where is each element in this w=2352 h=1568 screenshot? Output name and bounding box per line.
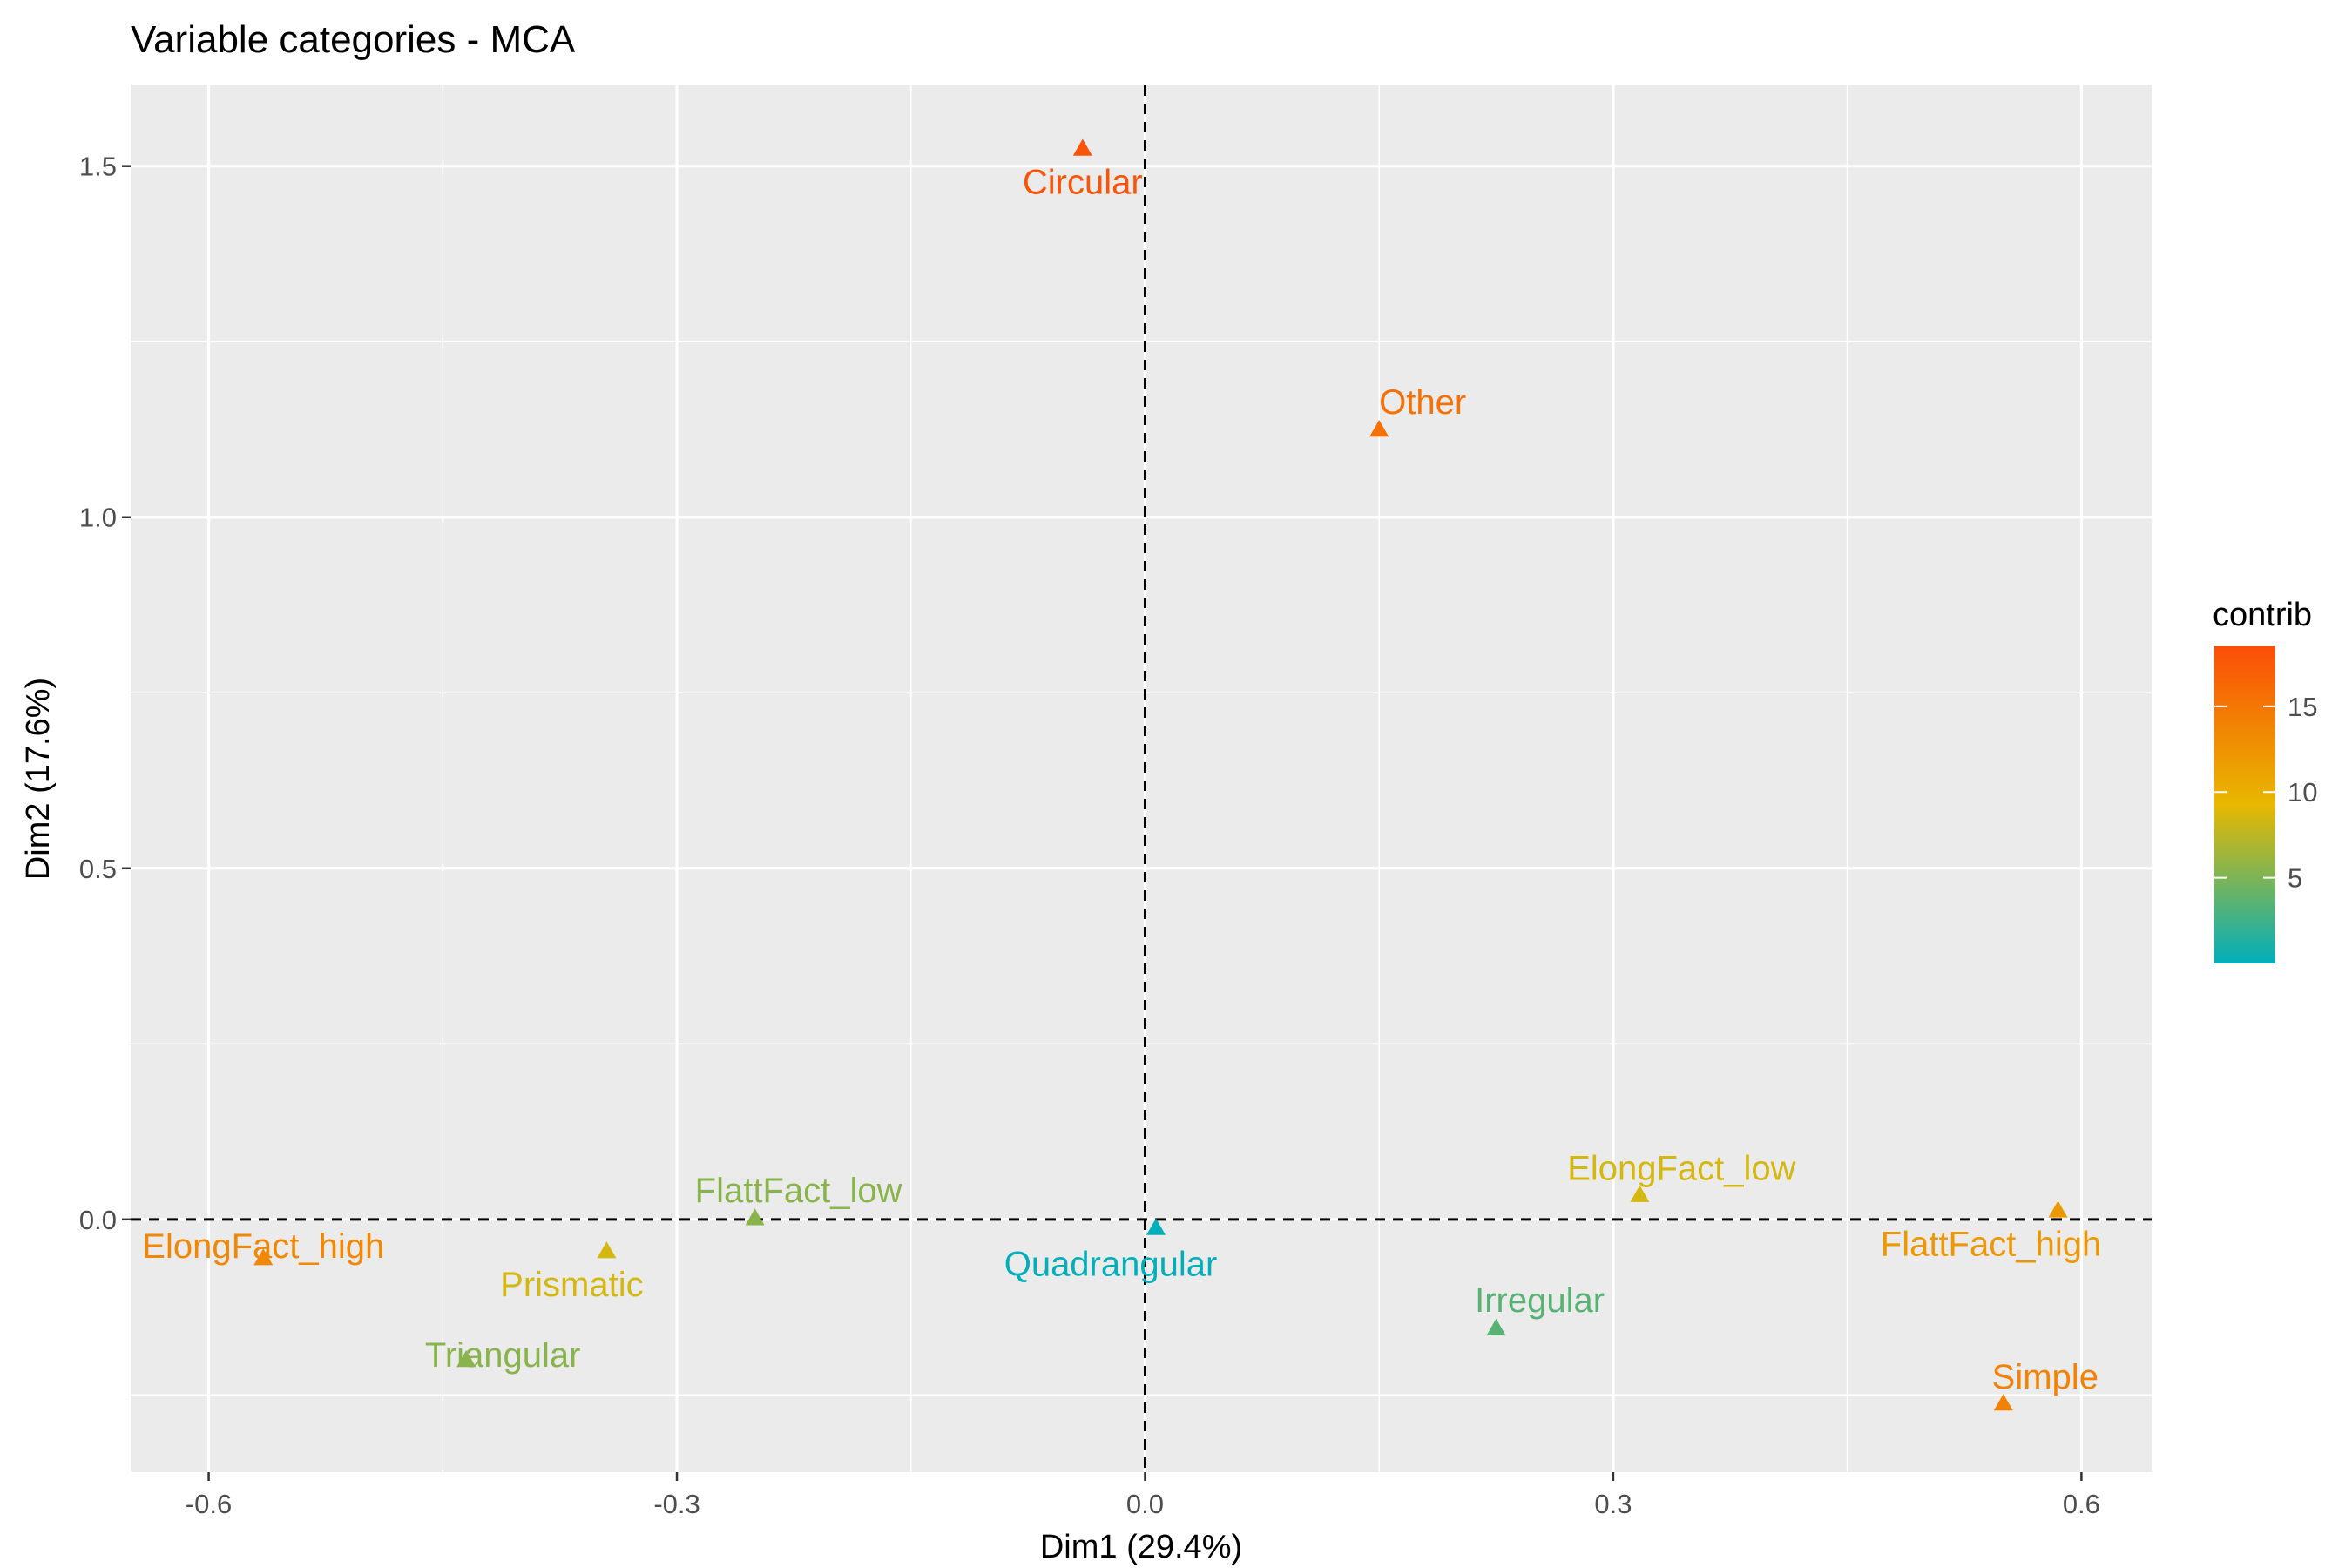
y-tick-label: 1.5: [79, 152, 117, 182]
x-tick-label: 0.3: [1594, 1489, 1632, 1519]
chart-title: Variable categories - MCA: [131, 18, 576, 61]
point-marker: [1486, 1318, 1506, 1336]
legend: contrib 5 10 15: [2213, 597, 2317, 963]
point-label: FlattFact_high: [1881, 1225, 2101, 1263]
x-axis: -0.6 -0.3 0.0 0.3 0.6: [186, 1472, 2100, 1519]
point-label: FlattFact_low: [695, 1172, 902, 1210]
x-tick-label: 0.6: [2063, 1489, 2100, 1519]
legend-tick-label: 15: [2288, 692, 2317, 722]
y-tick-label: 1.0: [79, 503, 117, 533]
plot-panel: [131, 85, 2152, 1472]
legend-colorbar: [2214, 646, 2275, 963]
y-tick-label: 0.0: [79, 1205, 117, 1235]
data-points: [253, 139, 2068, 1411]
point-label: ElongFact_high: [142, 1227, 384, 1266]
x-tick-label: -0.6: [186, 1489, 232, 1519]
point-labels: Circular Other ElongFact_high FlattFact_low…: [142, 164, 2101, 1396]
point-label: Prismatic: [500, 1266, 643, 1304]
point-label: Irregular: [1475, 1281, 1605, 1320]
point-marker: [745, 1208, 765, 1226]
point-marker: [2048, 1200, 2068, 1218]
y-axis-title: Dim2 (17.6%): [20, 678, 57, 880]
point-label: Other: [1379, 383, 1466, 422]
point-marker: [597, 1241, 617, 1259]
point-label: Circular: [1023, 164, 1143, 202]
legend-title: contrib: [2213, 597, 2312, 633]
x-tick-label: -0.3: [653, 1489, 700, 1519]
point-marker: [1369, 419, 1389, 437]
point-marker: [1630, 1185, 1650, 1202]
point-marker: [253, 1248, 274, 1266]
point-marker: [1072, 139, 1092, 156]
point-marker: [1146, 1218, 1166, 1235]
legend-tick-label: 5: [2288, 863, 2302, 894]
point-label: Triangular: [425, 1336, 581, 1375]
point-label: Simple: [1992, 1358, 2099, 1396]
x-axis-title: Dim1 (29.4%): [1040, 1529, 1242, 1565]
y-axis: 0.0 0.5 1.0 1.5: [79, 152, 131, 1235]
grid-minor: [131, 85, 2152, 1472]
point-label: Quadrangular: [1004, 1245, 1218, 1283]
reference-lines: [131, 85, 2152, 1472]
point-marker: [456, 1350, 476, 1368]
point-marker: [1993, 1394, 2013, 1411]
legend-ticks: 5 10 15: [2214, 692, 2317, 894]
legend-tick-label: 10: [2288, 777, 2317, 808]
y-tick-label: 0.5: [79, 854, 117, 884]
point-label: ElongFact_low: [1567, 1150, 1795, 1188]
x-tick-label: 0.0: [1126, 1489, 1164, 1519]
